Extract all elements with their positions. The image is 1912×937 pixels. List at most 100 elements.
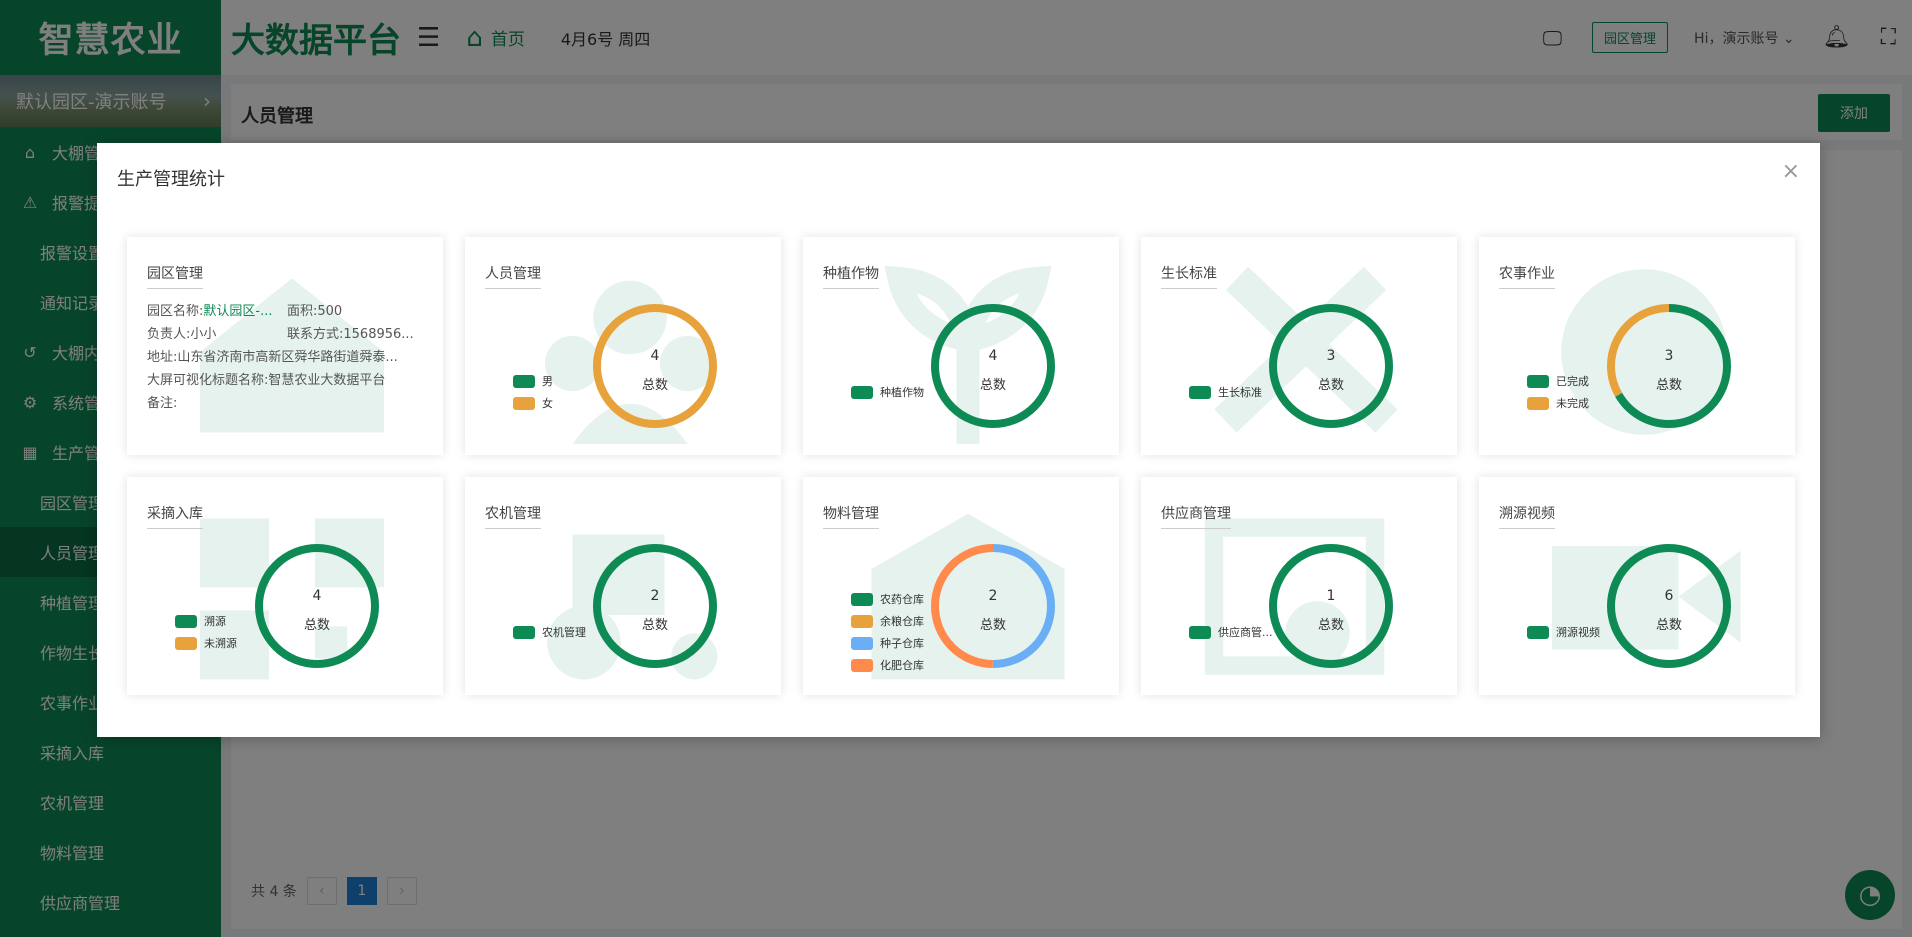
legend-item[interactable]: 生长标准 [1189, 384, 1262, 400]
chart-legend: 供应商管... [1189, 624, 1273, 640]
card-title: 生长标准 [1161, 263, 1217, 289]
donut-segment[interactable] [1607, 304, 1731, 428]
tools-watermark-icon [1214, 266, 1398, 433]
legend-label: 农机管理 [542, 626, 586, 639]
donut-chart [931, 304, 1055, 428]
legend-swatch [1189, 385, 1211, 399]
legend-swatch [1527, 396, 1549, 410]
donut-segment[interactable] [1269, 304, 1393, 428]
legend-item[interactable]: 种子仓库 [851, 635, 924, 651]
legend-item[interactable]: 农药仓库 [851, 591, 924, 607]
donut-segment[interactable] [931, 304, 1055, 428]
legend-item[interactable]: 供应商管... [1189, 624, 1273, 640]
modal-title: 生产管理统计 [117, 169, 225, 190]
total-label: 总数 [1655, 378, 1682, 393]
card-title: 园区管理 [147, 263, 203, 289]
park-name-line: 园区名称:默认园区-... [147, 300, 272, 319]
card-title: 采摘入库 [147, 503, 203, 529]
legend-label: 余粮仓库 [880, 615, 924, 628]
total-value: 6 [1664, 588, 1674, 604]
legend-item[interactable]: 农机管理 [513, 624, 586, 640]
chart-legend: 农药仓库余粮仓库种子仓库化肥仓库 [851, 591, 924, 673]
total-label: 总数 [303, 618, 330, 633]
stat-card: 种植作物 4 总数 种植作物 [803, 237, 1119, 455]
chart-legend: 男女 [513, 373, 553, 411]
legend-swatch [851, 592, 873, 606]
donut-chart [593, 304, 717, 428]
legend-label: 未完成 [1556, 397, 1589, 410]
legend-item[interactable]: 溯源视频 [1527, 624, 1600, 640]
legend-label: 溯源视频 [1556, 626, 1600, 639]
legend-label: 种植作物 [880, 386, 924, 399]
legend-item[interactable]: 化肥仓库 [851, 657, 924, 673]
legend-label: 已完成 [1556, 375, 1589, 388]
stat-card: 人员管理 4 总数 男女 [465, 237, 781, 455]
legend-label: 种子仓库 [880, 637, 924, 650]
stat-card: 采摘入库 4 总数 溯源未溯源 [127, 477, 443, 695]
chart-legend: 溯源视频 [1527, 624, 1600, 640]
donut-segment[interactable] [1269, 544, 1393, 668]
total-label: 总数 [1317, 378, 1344, 393]
card-title: 人员管理 [485, 263, 541, 289]
park-name-link[interactable]: 默认园区-... [203, 304, 273, 319]
chart-legend: 溯源未溯源 [175, 613, 237, 651]
donut-segment[interactable] [255, 544, 379, 668]
stat-card: 物料管理 2 总数 农药仓库 余粮仓库 种子仓库 化肥仓库 [803, 477, 1119, 695]
legend-label: 男 [542, 375, 553, 388]
legend-swatch [851, 636, 873, 650]
card-title: 溯源视频 [1499, 503, 1555, 529]
legend-swatch [513, 396, 535, 410]
total-value: 4 [650, 348, 660, 364]
legend-label: 生长标准 [1218, 386, 1262, 399]
donut-segment[interactable] [931, 544, 1055, 668]
legend-swatch [851, 658, 873, 672]
legend-swatch [175, 614, 197, 628]
donut-chart [1607, 304, 1731, 428]
legend-swatch [851, 614, 873, 628]
legend-swatch [1189, 625, 1211, 639]
donut-chart [1269, 304, 1393, 428]
close-icon[interactable]: × [1781, 159, 1800, 184]
stat-card: 供应商管理 1 总数 供应商管... [1141, 477, 1457, 695]
park-screen-title: 大屏可视化标题名称:智慧农业大数据平台 [147, 373, 386, 388]
park-area: 面积:500 [287, 304, 343, 319]
legend-label: 供应商管... [1218, 626, 1273, 639]
legend-swatch [1527, 625, 1549, 639]
legend-item[interactable]: 溯源 [175, 613, 237, 629]
legend-label: 未溯源 [204, 637, 237, 650]
donut-chart [1269, 544, 1393, 668]
total-label: 总数 [1317, 618, 1344, 633]
park-contact: 联系方式:1568956... [287, 327, 414, 342]
total-label: 总数 [641, 618, 668, 633]
stats-modal: 生产管理统计 × 园区管理 园区名称:默认园区-... 面积:500 负责人:小… [97, 143, 1820, 737]
donut-segment[interactable] [593, 544, 717, 668]
legend-item[interactable]: 女 [513, 395, 553, 411]
donut-segment[interactable] [1607, 544, 1731, 668]
chart-legend: 农机管理 [513, 624, 586, 640]
card-title: 农事作业 [1499, 263, 1555, 289]
qr-watermark-icon [200, 518, 384, 680]
total-value: 1 [1326, 588, 1336, 604]
legend-swatch [513, 625, 535, 639]
legend-item[interactable]: 未完成 [1527, 395, 1589, 411]
legend-item[interactable]: 已完成 [1527, 373, 1589, 389]
stat-card: 溯源视频 6 总数 溯源视频 [1479, 477, 1795, 695]
chart-legend: 生长标准 [1189, 384, 1262, 400]
card-title: 物料管理 [823, 503, 879, 529]
donut-segment[interactable] [593, 304, 717, 428]
legend-item[interactable]: 未溯源 [175, 635, 237, 651]
legend-item[interactable]: 男 [513, 373, 553, 389]
donut-chart [255, 544, 379, 668]
legend-item[interactable]: 余粮仓库 [851, 613, 924, 629]
card-title: 种植作物 [823, 263, 879, 289]
chart-legend: 种植作物 [851, 384, 924, 400]
legend-item[interactable]: 种植作物 [851, 384, 924, 400]
total-label: 总数 [979, 378, 1006, 393]
park-name-label: 园区名称: [147, 304, 204, 319]
park-card: 园区管理 园区名称:默认园区-... 面积:500 负责人:小小 联系方式:15… [127, 237, 443, 455]
park-owner: 负责人:小小 [147, 327, 217, 342]
total-value: 4 [312, 588, 322, 604]
legend-label: 农药仓库 [880, 593, 924, 606]
legend-swatch [175, 636, 197, 650]
legend-swatch [851, 385, 873, 399]
